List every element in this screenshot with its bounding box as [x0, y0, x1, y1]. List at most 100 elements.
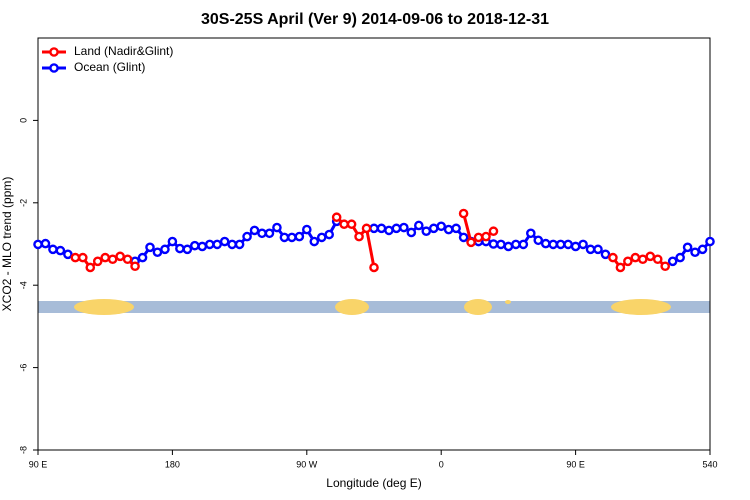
data-point: [249, 225, 260, 236]
data-point: [361, 223, 372, 234]
data-point: [533, 235, 544, 246]
land-band: [464, 299, 492, 315]
data-point: [652, 254, 663, 265]
data-point: [316, 232, 327, 243]
data-point: [264, 228, 275, 239]
data-point: [115, 251, 125, 262]
x-tick-label: 180: [165, 459, 180, 469]
data-point: [608, 252, 618, 263]
data-point: [511, 239, 521, 250]
data-point: [690, 247, 700, 258]
data-point: [197, 241, 208, 252]
data-point: [488, 226, 499, 237]
data-point: [346, 219, 357, 230]
ocean-band: [38, 301, 710, 313]
data-point: [48, 244, 58, 255]
land-band: [74, 299, 134, 315]
data-point: [399, 222, 409, 233]
data-point: [227, 239, 237, 250]
y-tick-label: -6: [18, 364, 28, 372]
y-tick-label: -8: [18, 446, 28, 454]
x-tick-label: 90 W: [296, 459, 318, 469]
data-point: [496, 239, 506, 250]
data-point: [458, 208, 469, 219]
y-tick-label: -4: [18, 281, 28, 289]
data-point: [212, 239, 222, 250]
data-point: [70, 252, 81, 263]
data-point: [578, 239, 588, 250]
data-point: [145, 242, 155, 253]
data-point: [189, 240, 200, 251]
data-point: [204, 239, 215, 250]
data-point: [175, 243, 185, 254]
data-point: [451, 223, 461, 234]
data-point: [309, 236, 320, 247]
data-point: [645, 251, 656, 262]
data-point: [436, 221, 447, 232]
legend-label: Land (Nadir&Glint): [74, 44, 173, 58]
data-point: [167, 236, 178, 247]
data-point: [682, 242, 693, 253]
data-point: [458, 232, 469, 243]
data-point: [242, 231, 252, 242]
data-point: [301, 224, 312, 235]
data-point: [481, 231, 491, 242]
legend-marker: [49, 63, 59, 73]
data-point: [443, 224, 454, 235]
data-point: [234, 239, 245, 250]
data-point: [122, 254, 133, 265]
data-point: [78, 252, 88, 263]
data-point: [160, 244, 170, 255]
data-point: [540, 238, 551, 249]
data-point: [354, 231, 364, 242]
data-point: [339, 219, 349, 230]
data-point: [152, 247, 163, 258]
data-point: [518, 239, 529, 250]
y-tick-label: 0: [18, 118, 28, 123]
data-point: [421, 226, 432, 237]
data-point: [413, 220, 424, 231]
data-point: [675, 252, 685, 263]
data-point: [705, 236, 715, 247]
data-point: [376, 223, 387, 234]
land-band: [611, 299, 671, 315]
data-point: [55, 245, 66, 256]
data-point: [384, 225, 394, 236]
legend-marker: [49, 47, 59, 57]
legend-label: Ocean (Glint): [74, 60, 145, 74]
x-tick-label: 90 E: [29, 459, 48, 469]
data-point: [428, 223, 439, 234]
data-point: [272, 222, 282, 233]
data-point: [548, 239, 559, 250]
surface-band: [38, 299, 710, 315]
data-point: [406, 227, 417, 238]
data-point: [130, 261, 140, 272]
x-tick-label: 540: [702, 459, 717, 469]
data-point: [697, 244, 708, 255]
data-point: [526, 228, 536, 239]
x-axis-label: Longitude (deg E): [326, 476, 421, 490]
data-point: [585, 244, 596, 255]
data-point: [324, 229, 335, 240]
data-point: [279, 232, 290, 243]
data-point: [331, 212, 342, 223]
data-point: [182, 244, 193, 255]
y-tick-label: -2: [18, 199, 28, 207]
data-point: [92, 256, 103, 267]
data-point: [555, 239, 566, 250]
x-tick-label: 0: [439, 459, 444, 469]
y-axis-label: XCO2 - MLO trend (ppm): [0, 177, 14, 312]
data-point: [473, 232, 484, 243]
data-point: [369, 223, 379, 234]
land-band: [335, 299, 369, 315]
data-point: [369, 262, 379, 273]
data-point: [100, 252, 110, 263]
data-point: [600, 249, 611, 260]
data-point: [466, 237, 476, 248]
data-point: [107, 254, 118, 265]
data-point: [40, 238, 51, 249]
data-point: [503, 241, 514, 252]
data-point: [615, 262, 626, 273]
data-point: [85, 262, 96, 273]
